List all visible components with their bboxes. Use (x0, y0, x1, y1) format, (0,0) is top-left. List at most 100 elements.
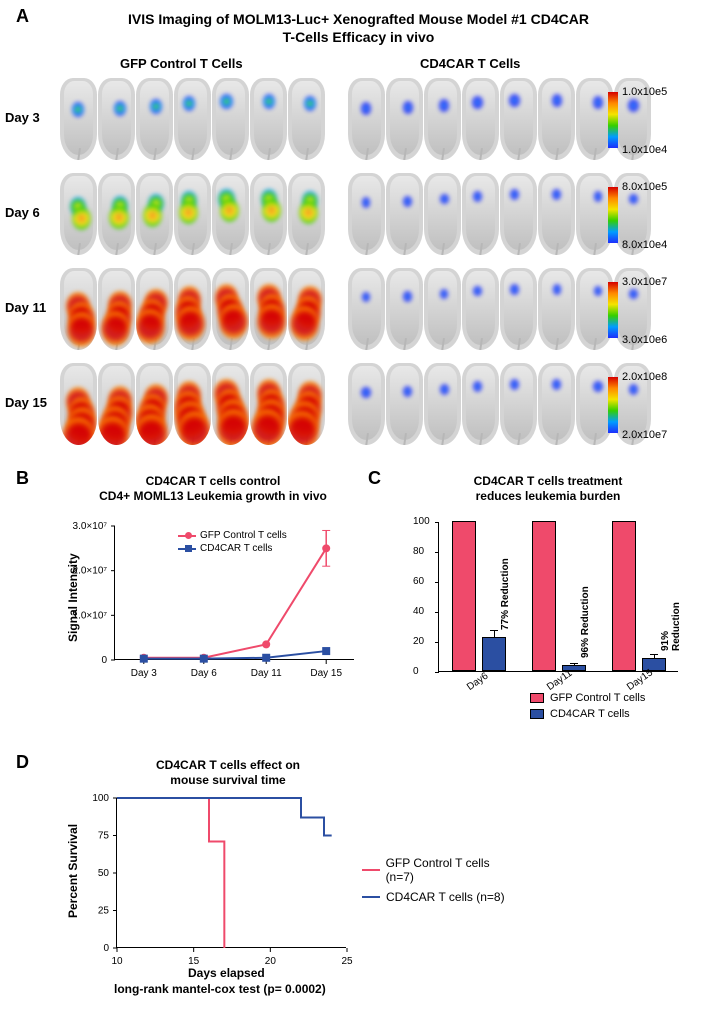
mouse (60, 173, 97, 255)
legend-cd4-text: CD4CAR T cells (200, 543, 272, 554)
panel-c-title2: reduces leukemia burden (476, 489, 621, 503)
bar-gfp (452, 521, 476, 671)
mouse (250, 78, 287, 160)
panel-b: CD4CAR T cells control CD4+ MOML13 Leuke… (58, 474, 368, 692)
legend-d-cd4: CD4CAR T cells (n=8) (362, 890, 518, 904)
bar-cd4 (482, 637, 506, 672)
legend-d-cd4-text: CD4CAR T cells (n=8) (386, 890, 505, 904)
xtick: Day6 (465, 671, 490, 693)
mouse (462, 363, 499, 445)
panel-a-title: IVIS Imaging of MOLM13-Luc+ Xenografted … (0, 10, 717, 46)
panel-d-ylabel: Percent Survival (66, 824, 80, 918)
mouse (174, 268, 211, 350)
panel-d-plot: 025507510010152025 (116, 798, 346, 948)
svg-text:25: 25 (98, 906, 110, 917)
day-label: Day 11 (5, 300, 46, 315)
mice-group-right (348, 173, 651, 255)
mouse (212, 173, 249, 255)
mouse (288, 173, 325, 255)
mouse (288, 78, 325, 160)
mouse (60, 363, 97, 445)
colorbar-min: 8.0x10e4 (622, 239, 667, 251)
mouse (212, 78, 249, 160)
legend-c-cd4: CD4CAR T cells (530, 708, 645, 720)
mouse (424, 173, 461, 255)
mouse-row: Day 68.0x10e58.0x10e4 (40, 173, 690, 255)
svg-text:25: 25 (341, 956, 353, 967)
svg-text:75: 75 (98, 831, 110, 842)
mouse (538, 363, 575, 445)
mouse (98, 78, 135, 160)
svg-text:20: 20 (265, 956, 277, 967)
mice-group-left (60, 268, 325, 350)
ytick: 60 (413, 576, 424, 587)
legend-gfp: GFP Control T cells (178, 530, 287, 541)
panel-c-title1: CD4CAR T cells treatment (474, 474, 623, 488)
bar-gfp (532, 521, 556, 671)
mouse (250, 173, 287, 255)
legend-d-cd4-line (362, 896, 380, 898)
legend-d-gfp-text: GFP Control T cells (n=7) (386, 856, 518, 884)
ytick: 40 (413, 606, 424, 617)
mice-group-left (60, 78, 325, 160)
svg-text:Day 6: Day 6 (191, 668, 218, 679)
legend-d-gfp-line (362, 869, 380, 871)
mouse (60, 268, 97, 350)
mouse (538, 173, 575, 255)
day-label: Day 3 (5, 110, 40, 125)
panel-d-title2: mouse survival time (170, 773, 285, 787)
legend-cd4-line (178, 548, 196, 550)
gfp-header: GFP Control T Cells (120, 56, 243, 71)
mouse (136, 78, 173, 160)
mouse (288, 363, 325, 445)
colorbar: 2.0x10e82.0x10e7 (608, 371, 698, 441)
mouse (500, 78, 537, 160)
mouse (288, 268, 325, 350)
mouse (136, 268, 173, 350)
mice-group-right (348, 268, 651, 350)
mouse-row: Day 113.0x10e73.0x10e6 (40, 268, 690, 350)
mouse (386, 268, 423, 350)
mouse (174, 363, 211, 445)
mouse (250, 363, 287, 445)
legend-cd4: CD4CAR T cells (178, 543, 287, 554)
panel-c-legend: GFP Control T cells CD4CAR T cells (530, 692, 645, 724)
mouse-row: Day 152.0x10e82.0x10e7 (40, 363, 690, 445)
mouse (424, 78, 461, 160)
mouse (98, 363, 135, 445)
reduction-label: 96% Reduction (580, 586, 591, 658)
panel-c-title: CD4CAR T cells treatment reduces leukemi… (398, 474, 698, 504)
mice-group-left (60, 363, 325, 445)
legend-d-gfp: GFP Control T cells (n=7) (362, 856, 518, 884)
day-label: Day 15 (5, 395, 47, 410)
svg-text:0: 0 (101, 655, 107, 666)
svg-text:1.0×10⁷: 1.0×10⁷ (73, 610, 108, 621)
day-label: Day 6 (5, 205, 40, 220)
mouse (500, 363, 537, 445)
legend-c-cd4-text: CD4CAR T cells (550, 708, 630, 720)
colorbar: 3.0x10e73.0x10e6 (608, 276, 698, 346)
panel-c-label: C (368, 468, 381, 489)
mouse (98, 173, 135, 255)
mouse (212, 268, 249, 350)
mice-group-right (348, 78, 651, 160)
panel-d-xlabel: Days elapsed (188, 966, 265, 980)
mouse (462, 173, 499, 255)
colorbar-max: 3.0x10e7 (622, 276, 667, 288)
legend-c-cd4-box (530, 709, 544, 719)
panel-b-title: CD4CAR T cells control CD4+ MOML13 Leuke… (58, 474, 368, 504)
svg-text:Day 3: Day 3 (131, 668, 158, 679)
mouse (348, 173, 385, 255)
panel-b-legend: GFP Control T cells CD4CAR T cells (178, 530, 287, 556)
svg-text:100: 100 (92, 793, 109, 804)
mouse (462, 268, 499, 350)
colorbar-min: 1.0x10e4 (622, 144, 667, 156)
panel-a-title-line1: IVIS Imaging of MOLM13-Luc+ Xenografted … (128, 11, 589, 27)
panel-b-title2: CD4+ MOML13 Leukemia growth in vivo (99, 489, 327, 503)
svg-text:Day 15: Day 15 (310, 668, 342, 679)
bar-gfp (612, 521, 636, 671)
ytick: 20 (413, 636, 424, 647)
legend-gfp-text: GFP Control T cells (200, 530, 287, 541)
legend-c-gfp-box (530, 693, 544, 703)
colorbar-min: 2.0x10e7 (622, 429, 667, 441)
